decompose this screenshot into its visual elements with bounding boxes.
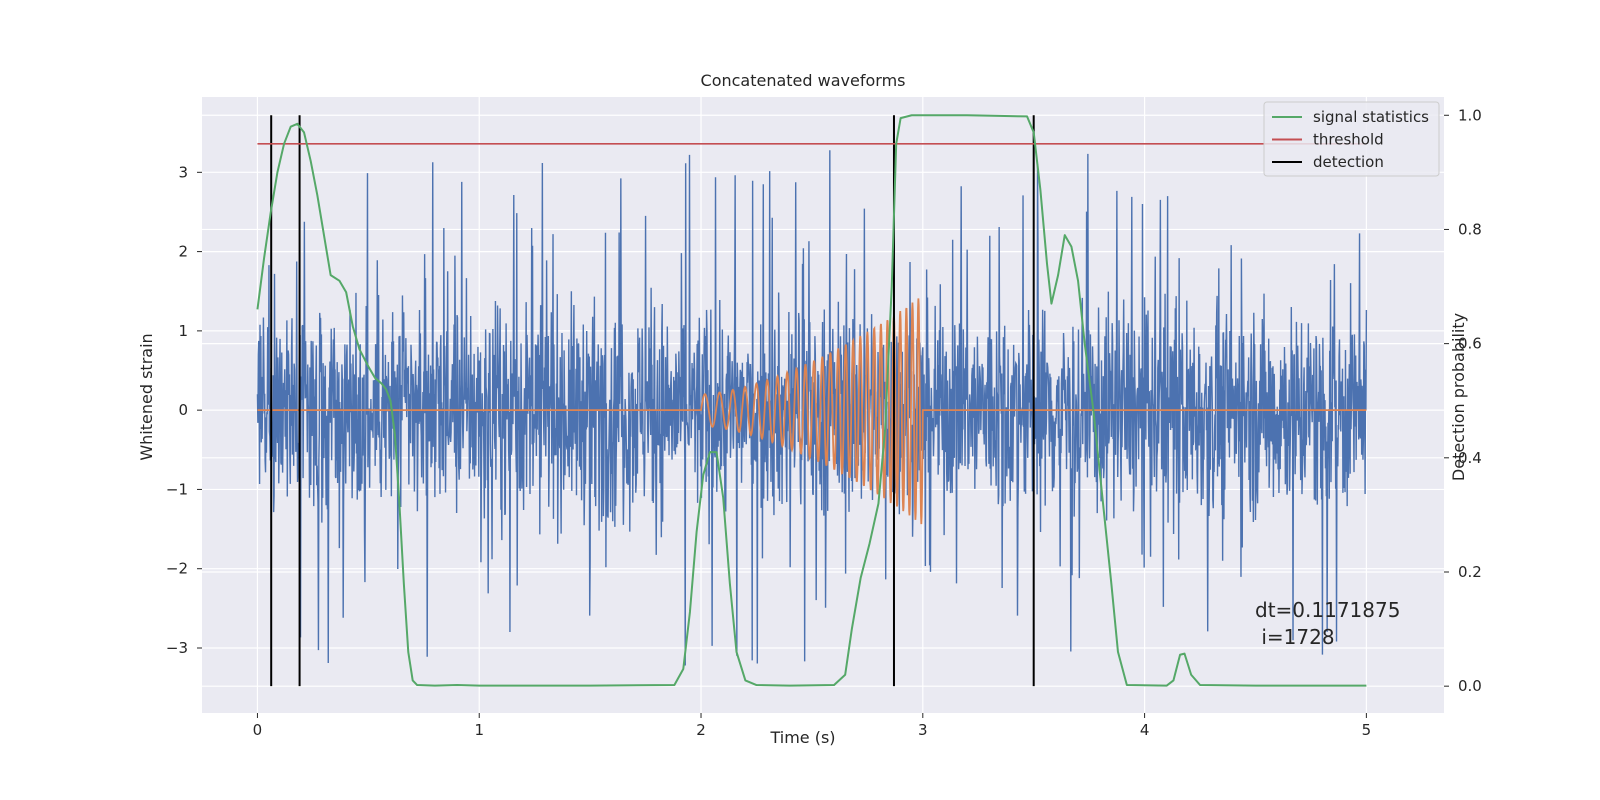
y-tick-label-left: −2 [166, 560, 188, 578]
signal-statistics-line [256, 114, 1367, 687]
y-axis-label-left: Whitened strain [137, 333, 156, 460]
y-tick-label-right: 0.4 [1458, 449, 1482, 467]
legend-label: signal statistics [1313, 108, 1429, 126]
legend-label: threshold [1313, 131, 1384, 149]
legend: signal statistics threshold detection [1263, 101, 1440, 177]
strain-series-line [256, 150, 1368, 666]
y-tick-label-right: 0.0 [1458, 677, 1482, 695]
annotation-i: i=1728 [1255, 625, 1335, 649]
x-tick-label: 3 [918, 721, 928, 739]
grid [202, 97, 1444, 713]
y-tick-label-right: 1.0 [1458, 106, 1482, 124]
legend-label: detection [1313, 153, 1384, 171]
y-tick-label-left: 3 [178, 163, 188, 181]
y-tick-label-left: 2 [178, 243, 188, 261]
y-tick-label-left: 0 [178, 401, 188, 419]
legend-box [1263, 101, 1440, 177]
data-layer [256, 114, 1368, 687]
x-tick-label: 5 [1362, 721, 1372, 739]
x-tick-label: 2 [696, 721, 706, 739]
y-tick-label-left: −1 [166, 480, 188, 498]
y-tick-label-left: 1 [178, 322, 188, 340]
y-tick-label-right: 0.8 [1458, 220, 1482, 238]
y-tick-label-left: −3 [166, 639, 188, 657]
x-tick-label: 0 [253, 721, 263, 739]
template-series-line [257, 298, 1367, 525]
y-tick-label-right: 0.6 [1458, 335, 1482, 353]
ticks: 0 1 2 3 4 5 −3 −2 −1 0 1 2 3 0.0 0.2 0.4 0.6 0.8 1.0 [166, 106, 1482, 739]
x-tick-label: 1 [474, 721, 484, 739]
y-tick-label-right: 0.2 [1458, 563, 1482, 581]
y-axis-label-right: Detection probability [1449, 313, 1468, 481]
chart-title: Concatenated waveforms [701, 71, 906, 90]
x-axis-label: Time (s) [769, 728, 835, 747]
annotation-dt: dt=0.1171875 [1255, 598, 1400, 622]
x-tick-label: 4 [1140, 721, 1150, 739]
